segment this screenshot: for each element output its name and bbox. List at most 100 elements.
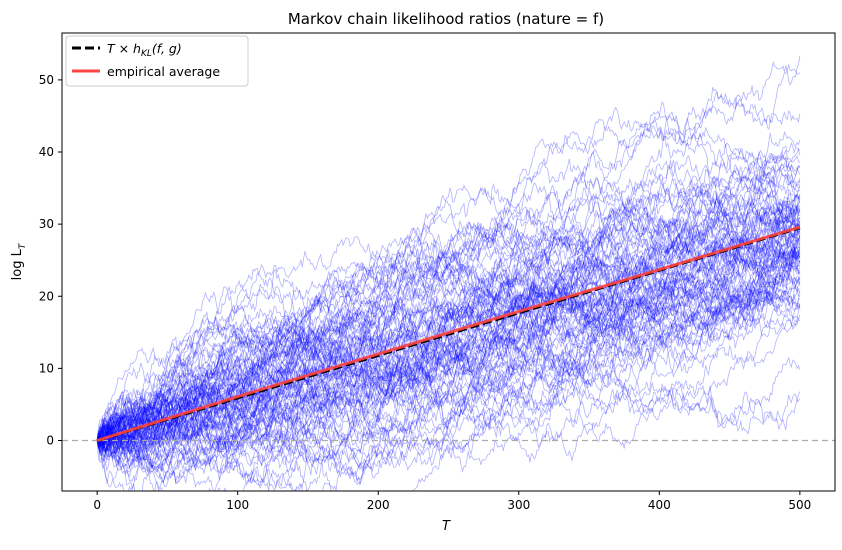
sample-path <box>96 195 801 469</box>
y-axis-ticks: 0 10 20 30 40 50 <box>39 73 62 448</box>
sample-path <box>96 231 801 442</box>
legend-label-theory-subscript: KL <box>141 49 152 59</box>
sample-path <box>96 215 801 441</box>
sample-path <box>96 247 801 459</box>
sample-path <box>96 125 801 446</box>
sample-path <box>96 200 800 474</box>
sample-path <box>96 239 800 449</box>
sample-path <box>96 284 801 453</box>
sample-path <box>96 366 801 454</box>
sample-path <box>97 261 800 443</box>
sample-path <box>96 281 801 462</box>
sample-path <box>96 259 801 485</box>
sample-path <box>96 201 801 463</box>
sample-path <box>96 251 801 462</box>
sample-path <box>96 236 800 448</box>
sample-path <box>96 157 801 441</box>
sample-path <box>96 210 801 441</box>
sample-path <box>96 222 801 441</box>
sample-path <box>96 198 801 480</box>
x-tick-label: 0 <box>93 498 101 512</box>
y-tick-label: 30 <box>39 217 54 231</box>
sample-path <box>96 237 801 485</box>
sample-path <box>96 236 801 445</box>
sample-path <box>96 211 801 454</box>
sample-path <box>96 241 801 441</box>
y-tick-label: 40 <box>39 145 54 159</box>
sample-path <box>96 189 801 464</box>
sample-path <box>96 282 801 488</box>
sample-path <box>96 225 800 449</box>
sample-path <box>96 250 801 442</box>
sample-path <box>96 249 801 491</box>
legend-label-theory-main: T × h <box>107 41 141 56</box>
sample-path <box>96 260 801 447</box>
y-axis-label-main: log L <box>10 248 25 280</box>
sample-path <box>96 313 801 482</box>
x-tick-label: 100 <box>226 498 249 512</box>
y-tick-label: 20 <box>39 289 54 303</box>
sample-path <box>96 247 801 491</box>
sample-path <box>96 132 801 446</box>
sample-path <box>96 152 801 453</box>
legend: T × hKL(f, g) empirical average <box>65 35 249 87</box>
legend-label-empirical: empirical average <box>107 64 220 79</box>
sample-path <box>96 356 801 491</box>
sample-path <box>96 241 800 446</box>
sample-path <box>97 220 801 475</box>
sample-path <box>96 288 801 441</box>
sample-path <box>96 155 801 450</box>
simulated-paths <box>96 56 801 491</box>
sample-path <box>96 154 801 491</box>
chart-title: Markov chain likelihood ratios (nature =… <box>288 10 604 28</box>
x-axis-ticks: 0 100 200 300 400 500 <box>93 491 811 512</box>
x-tick-label: 400 <box>648 498 671 512</box>
sample-path <box>96 274 801 471</box>
sample-path <box>96 262 801 465</box>
sample-path <box>97 141 800 464</box>
sample-path <box>96 166 801 464</box>
sample-path <box>96 207 801 446</box>
axes-frame <box>61 32 836 492</box>
sample-path <box>96 239 801 451</box>
sample-path <box>96 148 801 444</box>
sample-path <box>96 220 801 449</box>
sample-path <box>96 188 801 459</box>
x-axis-label: T <box>442 519 451 534</box>
sample-path <box>96 163 800 455</box>
sample-path <box>96 94 801 459</box>
sample-path <box>97 182 801 455</box>
sample-path <box>96 151 801 453</box>
y-tick-label: 50 <box>39 73 54 87</box>
sample-path <box>96 259 801 478</box>
sample-path <box>96 202 800 455</box>
x-tick-label: 200 <box>367 498 390 512</box>
sample-path <box>96 56 801 453</box>
sample-path <box>96 261 801 447</box>
sample-path <box>96 150 801 490</box>
sample-path <box>96 362 801 461</box>
sample-path <box>96 265 801 445</box>
plot-area <box>62 56 835 491</box>
sample-path <box>96 63 801 452</box>
sample-path <box>96 253 801 448</box>
legend-box <box>65 35 249 87</box>
sample-path <box>96 100 801 464</box>
sample-path <box>96 277 801 442</box>
sample-path <box>96 260 801 448</box>
y-axis-label-subscript: T <box>18 242 28 249</box>
sample-path <box>96 233 801 491</box>
x-tick-label: 300 <box>507 498 530 512</box>
y-axis-label: log LT <box>10 242 28 280</box>
sample-path <box>96 196 801 441</box>
y-tick-label: 0 <box>46 434 54 448</box>
sample-path <box>96 304 801 472</box>
sample-path <box>96 246 800 455</box>
legend-label-theory-tail: (f, g) <box>152 41 182 56</box>
sample-path <box>96 171 801 447</box>
sample-path <box>96 178 801 441</box>
sample-path <box>96 232 801 445</box>
sample-path <box>96 231 801 456</box>
sample-path <box>96 250 801 461</box>
